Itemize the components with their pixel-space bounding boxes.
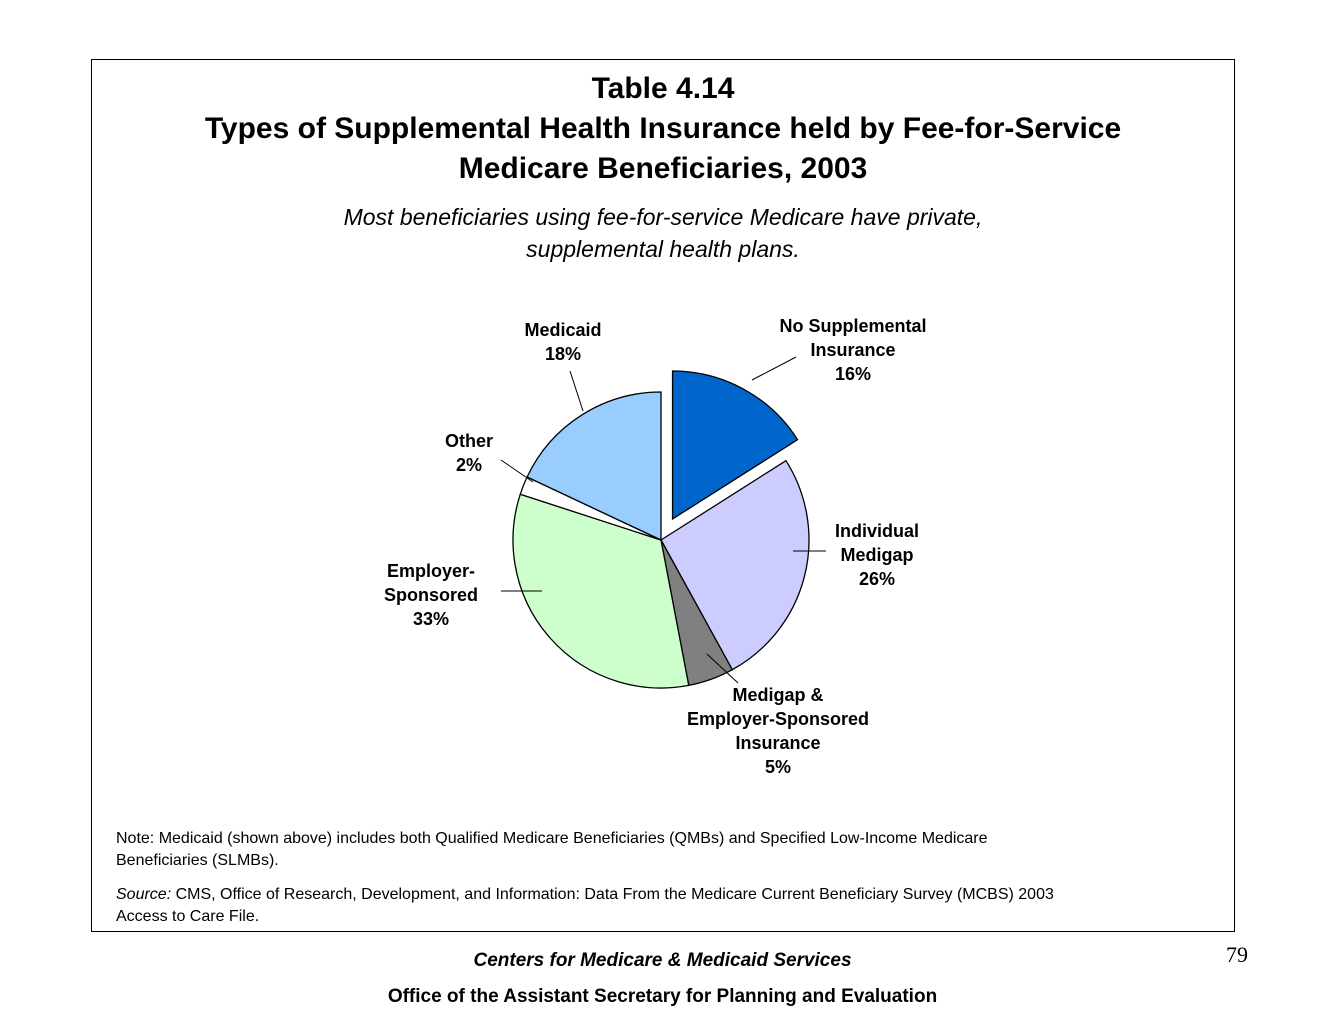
slice-label-6: Medicaid 18% xyxy=(524,320,601,364)
note-line-1: Note: Medicaid (shown above) includes bo… xyxy=(116,830,988,847)
slice-value-label: 5% xyxy=(765,757,791,777)
slice-name-label: Employer-Sponsored xyxy=(687,709,869,729)
source-label: Source: xyxy=(116,886,172,903)
slice-name-label: Medigap xyxy=(840,545,913,565)
slice-value-label: 18% xyxy=(545,344,581,364)
slice-value-label: 26% xyxy=(859,569,895,589)
source-line-2: Access to Care File. xyxy=(116,908,260,925)
subtitle-line-1: Most beneficiaries using fee-for-service… xyxy=(343,204,983,230)
slice-name-label: Individual xyxy=(835,521,919,541)
pie-slice-4 xyxy=(512,493,690,689)
chart-frame xyxy=(91,59,1235,932)
slice-label-3: Medigap & Employer-Sponsored Insurance 5% xyxy=(687,685,869,777)
page-title-line-3: Medicare Beneficiaries, 2003 xyxy=(458,152,868,185)
footer-org: Centers for Medicare & Medicaid Services xyxy=(473,950,852,971)
leader-line-6 xyxy=(569,370,584,412)
slice-name-label: Medigap & xyxy=(732,685,823,705)
leader-line-5 xyxy=(500,459,534,483)
pie-slice-6 xyxy=(526,391,662,542)
leader-line-3 xyxy=(706,653,739,684)
slice-name-label: Insurance xyxy=(810,340,895,360)
page-title-line-1: Table 4.14 xyxy=(591,72,735,105)
source-text: CMS, Office of Research, Development, an… xyxy=(171,886,1054,903)
subtitle-line-2: supplemental health plans. xyxy=(526,236,800,262)
slice-value-label: 16% xyxy=(835,364,871,384)
source-line-1: Source: CMS, Office of Research, Develop… xyxy=(116,884,1216,906)
page-title-line-2: Types of Supplemental Health Insurance h… xyxy=(204,112,1122,145)
slice-label-2: Individual Medigap 26% xyxy=(835,521,919,589)
page-number: 79 xyxy=(1226,942,1248,967)
slice-name-label: Sponsored xyxy=(384,585,478,605)
slice-label-5: Other 2% xyxy=(445,431,493,475)
slice-value-label: 2% xyxy=(456,455,482,475)
slice-name-label: Employer- xyxy=(387,561,475,581)
slice-name-label: Other xyxy=(445,431,493,451)
leader-line-1 xyxy=(751,356,797,381)
slice-name-label: No Supplemental xyxy=(779,316,926,336)
pie-slice-1 xyxy=(671,370,799,521)
slice-label-1: No Supplemental Insurance 16% xyxy=(779,316,926,384)
footer-office: Office of the Assistant Secretary for Pl… xyxy=(387,986,938,1007)
slice-name-label: Medicaid xyxy=(524,320,601,340)
note-line-2: Beneficiaries (SLMBs). xyxy=(116,852,279,869)
slice-name-label: Insurance xyxy=(735,733,820,753)
slice-label-4: Employer- Sponsored 33% xyxy=(384,561,478,629)
pie-slice-2 xyxy=(660,459,810,671)
slice-value-label: 33% xyxy=(413,609,449,629)
